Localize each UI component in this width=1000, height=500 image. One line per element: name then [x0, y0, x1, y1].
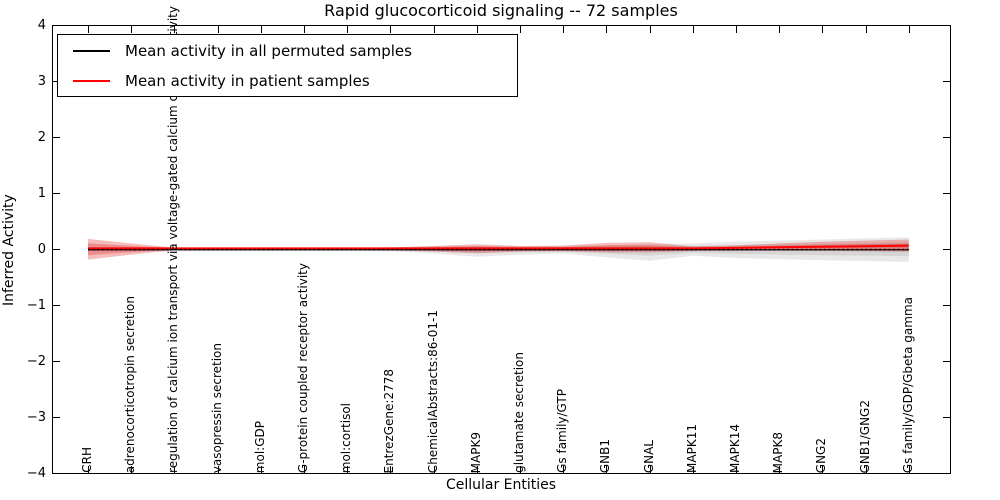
patient-mean-line: [88, 244, 909, 250]
x-tick-label: G-protein coupled receptor activity: [296, 262, 310, 473]
x-tick-label: EntrezGene:2778: [382, 368, 397, 474]
x-tick-label: mol:GDP: [252, 420, 267, 473]
y-tick-label: 1: [37, 185, 46, 201]
legend-label-patient: Mean activity in patient samples: [125, 71, 370, 90]
x-tick-label: ChemicalAbstracts:86-01-1: [425, 309, 440, 473]
x-axis-label: Cellular Entities: [445, 477, 557, 493]
legend-entry-patient: Mean activity in patient samples: [58, 66, 517, 96]
y-tick-label: 4: [37, 17, 46, 33]
chart-title: Rapid glucocorticoid signaling -- 72 sam…: [324, 1, 678, 20]
x-tick-label: MAPK14: [728, 424, 742, 473]
x-tick-label: CRH: [80, 447, 94, 473]
y-tick-label: −2: [26, 353, 46, 369]
legend: Mean activity in all permuted samples Me…: [57, 34, 518, 97]
x-tick-label: GNB1/GNG2: [857, 399, 872, 473]
y-tick-label: −4: [26, 465, 46, 481]
x-tick-label: MAPK9: [468, 431, 483, 473]
x-tick-label: vasopressin secretion: [209, 342, 224, 473]
x-tick-label: GNAL: [641, 439, 656, 473]
y-tick-label: 2: [37, 129, 46, 145]
legend-line-red-icon: [73, 79, 110, 82]
y-tick-label: 0: [37, 241, 46, 257]
x-tick-label: MAPK11: [684, 424, 699, 473]
x-tick-label: GNG2: [814, 437, 829, 473]
x-tick-label: GNB1: [598, 438, 613, 473]
x-tick-label: adrenocorticotropin secretion: [123, 295, 138, 473]
x-tick-label: mol:cortisol: [339, 402, 354, 473]
x-tick-label: glutamate secretion: [512, 352, 526, 473]
y-tick-label: −1: [26, 297, 46, 313]
y-tick-label: −3: [26, 409, 46, 425]
legend-line-black-icon: [73, 49, 110, 52]
y-tick-label: 3: [37, 73, 46, 89]
x-tick-label: Gs family/GTP: [555, 389, 570, 473]
x-tick-label: MAPK8: [771, 431, 786, 473]
axes-frame: [52, 25, 951, 474]
x-tick-label: Gs family/GDP/Gbeta gamma: [900, 296, 915, 473]
legend-entry-permuted: Mean activity in all permuted samples: [58, 36, 517, 66]
legend-label-permuted: Mean activity in all permuted samples: [125, 41, 412, 60]
